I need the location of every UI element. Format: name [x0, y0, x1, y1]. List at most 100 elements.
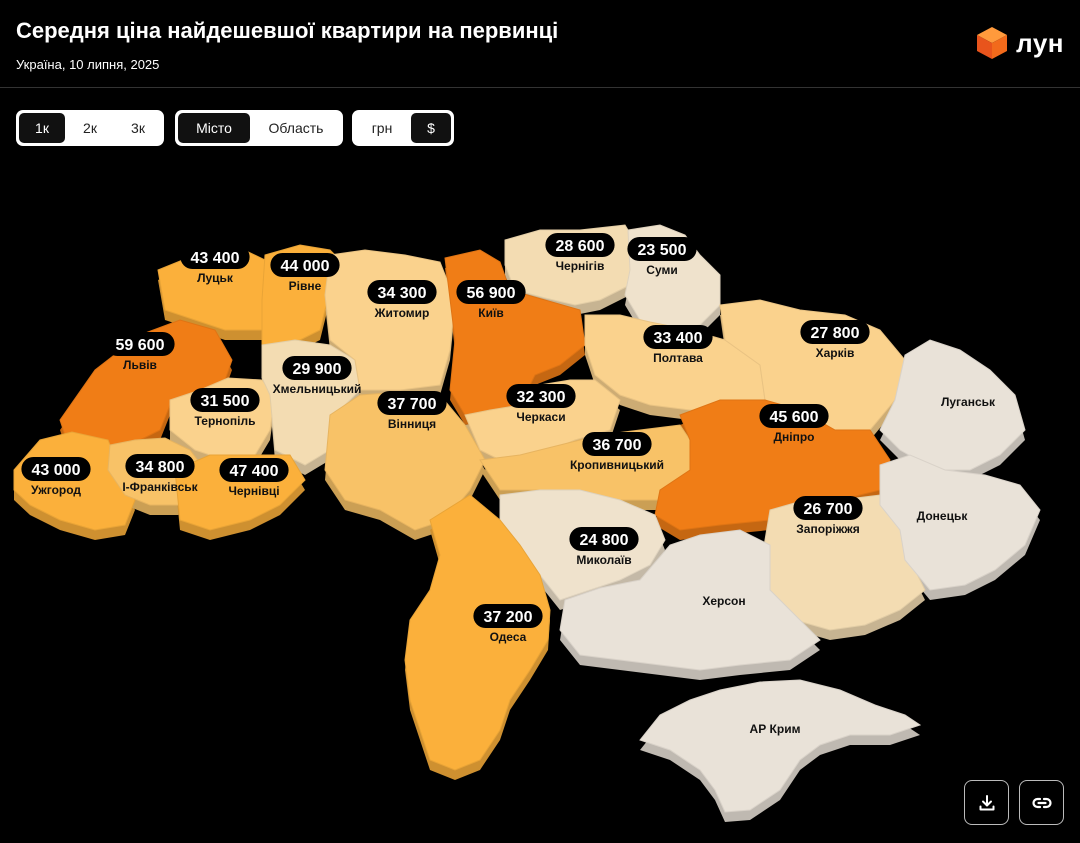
price-value: 37 700 [388, 396, 437, 413]
city-name: Одеса [490, 630, 527, 644]
city-name: Львів [123, 358, 157, 372]
price-badge [21, 457, 91, 481]
price-value: 29 900 [293, 361, 342, 378]
city-name: Київ [478, 306, 503, 320]
city-name: Луганськ [941, 395, 996, 409]
price-badge [377, 391, 447, 415]
brand-logo[interactable]: ЛУН [976, 26, 1064, 60]
price-badge [627, 237, 697, 261]
city-name: Хмельницький [273, 382, 362, 396]
region-label-chernihiv: 28 600 Чернігів [545, 233, 615, 273]
city-name: Черкаси [516, 410, 565, 424]
rooms-toggle: 1к 2к 3к [16, 110, 164, 146]
region-label-lutsk: 43 400 Луцьк [180, 245, 250, 285]
region-label-ifrankivsk: 34 800 І-Франківськ [122, 454, 199, 494]
rooms-1k-button[interactable]: 1к [19, 113, 65, 143]
scope-city-button[interactable]: Місто [178, 113, 250, 143]
region-label-mykolaiv: 24 800 Миколаїв [569, 527, 639, 567]
region-donetsk[interactable] [879, 454, 1041, 591]
price-value: 34 300 [378, 285, 427, 302]
region-label-chernivtsi: 47 400 Чернівці [219, 458, 289, 498]
city-name: Луцьк [197, 271, 234, 285]
city-name: Чернівці [228, 484, 279, 498]
region-kherson[interactable] [559, 529, 821, 671]
city-name: Кропивницький [570, 458, 664, 472]
region-luhansk[interactable] [879, 339, 1026, 471]
city-name: Херсон [702, 594, 745, 608]
region-label-crimea: АР Крим [750, 722, 801, 736]
city-name: Житомир [374, 306, 430, 320]
region-label-kyiv: 56 900 Київ [456, 280, 526, 320]
price-value: 31 500 [201, 393, 250, 410]
region-label-dnipro: 45 600 Дніпро [759, 404, 829, 444]
region-label-vinnytsia: 37 700 Вінниця [377, 391, 447, 431]
city-name: І-Франківськ [122, 480, 198, 494]
price-badge [219, 458, 289, 482]
price-badge [545, 233, 615, 257]
page-subtitle: Україна, 10 липня, 2025 [16, 57, 160, 72]
price-badge [180, 245, 250, 269]
city-name: Миколаїв [576, 553, 631, 567]
city-name: Донецьк [917, 509, 969, 523]
currency-uah-button[interactable]: грн [371, 120, 393, 136]
price-value: 34 800 [136, 459, 185, 476]
download-button[interactable] [964, 780, 1009, 825]
price-value: 23 500 [638, 242, 687, 259]
rooms-2k-button[interactable]: 2к [83, 120, 97, 136]
region-label-poltava: 33 400 Полтава [643, 325, 713, 365]
price-badge [190, 388, 260, 412]
price-badge [270, 253, 340, 277]
price-badge [506, 384, 576, 408]
city-name: АР Крим [750, 722, 801, 736]
region-odesa[interactable] [404, 494, 551, 771]
price-value: 33 400 [654, 330, 703, 347]
price-badge [759, 404, 829, 428]
price-value: 27 800 [811, 325, 860, 342]
region-crimea[interactable] [639, 679, 922, 813]
rooms-3k-button[interactable]: 3к [131, 120, 145, 136]
price-value: 45 600 [770, 409, 819, 426]
price-value: 56 900 [467, 285, 516, 302]
city-name: Полтава [653, 351, 703, 365]
price-value: 37 200 [484, 609, 533, 626]
price-value: 43 400 [191, 250, 240, 267]
region-label-uzhhorod: 43 000 Ужгород [21, 457, 91, 497]
price-badge [800, 320, 870, 344]
price-value: 44 000 [281, 258, 330, 275]
currency-toggle: грн $ [352, 110, 454, 146]
region-label-zaporizhzhia: 26 700 Запоріжжя [793, 496, 863, 536]
region-label-kherson: Херсон [702, 594, 745, 608]
region-label-rivne: 44 000 Рівне [270, 253, 340, 293]
region-label-zhytomyr: 34 300 Житомир [367, 280, 437, 320]
city-name: Харків [816, 346, 855, 360]
city-name: Тернопіль [195, 414, 256, 428]
scope-oblast-button[interactable]: Область [268, 120, 324, 136]
region-label-donetsk: Донецьк [917, 509, 969, 523]
price-badge [456, 280, 526, 304]
price-badge [569, 527, 639, 551]
price-value: 47 400 [230, 463, 279, 480]
price-value: 36 700 [593, 437, 642, 454]
scope-toggle: Місто Область [175, 110, 343, 146]
region-label-odesa: 37 200 Одеса [473, 604, 543, 644]
region-label-kropyvnytskyi: 36 700 Кропивницький [570, 432, 664, 472]
price-badge [643, 325, 713, 349]
price-value: 32 300 [517, 389, 566, 406]
city-name: Вінниця [388, 417, 436, 431]
city-name: Ужгород [31, 483, 81, 497]
region-label-ternopil: 31 500 Тернопіль [190, 388, 260, 428]
copy-link-button[interactable] [1019, 780, 1064, 825]
page-title: Середня ціна найдешевшої квартири на пер… [16, 18, 559, 43]
price-value: 28 600 [556, 238, 605, 255]
price-badge [105, 332, 175, 356]
currency-usd-button[interactable]: $ [411, 113, 451, 143]
price-badge [125, 454, 195, 478]
link-icon [1031, 797, 1052, 808]
region-label-khmelnytskyi: 29 900 Хмельницький [273, 356, 362, 396]
city-name: Суми [646, 263, 677, 277]
download-icon [979, 794, 994, 810]
region-label-lviv: 59 600 Львів [105, 332, 175, 372]
region-label-sumy: 23 500 Суми [627, 237, 697, 277]
price-badge [367, 280, 437, 304]
